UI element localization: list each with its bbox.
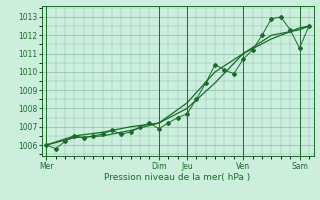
- X-axis label: Pression niveau de la mer( hPa ): Pression niveau de la mer( hPa ): [104, 173, 251, 182]
